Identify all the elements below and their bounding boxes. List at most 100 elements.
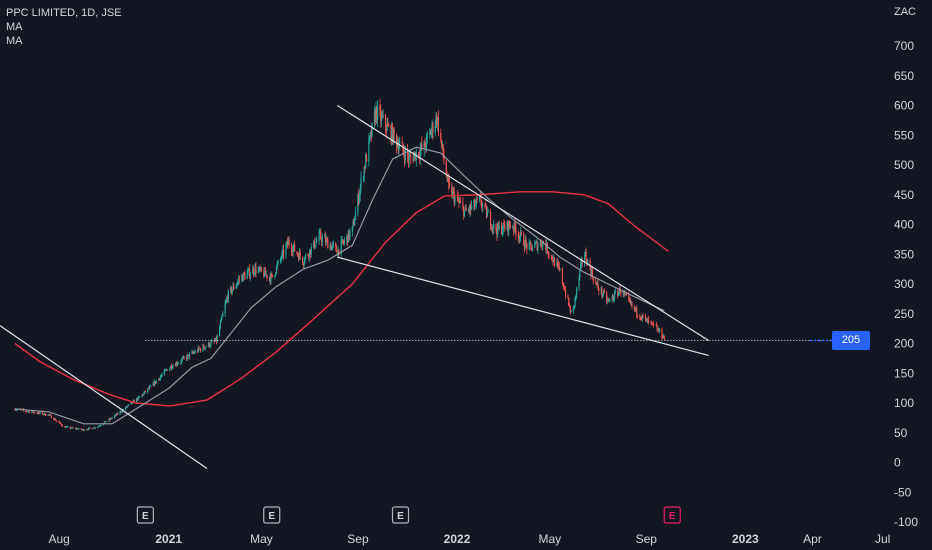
candle-body (631, 302, 633, 307)
candle-body (171, 367, 173, 369)
candle-body (451, 185, 453, 197)
candle-body (491, 226, 493, 229)
candle-body (501, 230, 504, 234)
candle-body (47, 414, 49, 416)
candle-body (27, 411, 29, 413)
candle-body (657, 329, 659, 331)
candle-body (352, 221, 354, 227)
candle-body (293, 244, 295, 248)
candle-body (465, 207, 467, 211)
ma-legend-2[interactable]: MA (6, 35, 23, 47)
candle-body (390, 125, 392, 141)
candle-body (629, 300, 631, 304)
candle-body (88, 427, 90, 429)
candle-body (158, 378, 161, 380)
candle-body (253, 273, 255, 275)
candle-body (286, 241, 288, 246)
candle-body (448, 183, 451, 186)
candle-body (463, 206, 465, 217)
candle-body (111, 417, 113, 419)
candle-body (398, 146, 400, 151)
candle-body (199, 348, 201, 350)
candle-body (374, 112, 376, 122)
candle-body (437, 117, 439, 124)
candle-body (155, 381, 157, 383)
candle-body (547, 252, 549, 254)
candle-body (83, 430, 86, 431)
candle-body (424, 141, 426, 147)
candle-body (205, 346, 207, 348)
candle-body (315, 241, 317, 247)
candle-body (597, 283, 599, 289)
candle-body (613, 292, 616, 300)
candle-body (613, 299, 615, 300)
candle-body (462, 202, 464, 207)
candle-body (248, 268, 250, 271)
candle-body (309, 249, 311, 258)
candle-body (166, 369, 169, 371)
candle-body (181, 358, 184, 360)
candle-body (662, 337, 664, 339)
candle-body (414, 152, 417, 161)
candle-body (237, 279, 240, 282)
candle-body (236, 283, 238, 286)
candle-body (302, 262, 304, 265)
candle-body (448, 177, 450, 184)
candle-body (413, 154, 415, 162)
candle-body (464, 207, 466, 211)
candle-body (403, 149, 405, 154)
candle-body (286, 241, 289, 245)
candle-body (625, 294, 628, 296)
candle-body (482, 204, 484, 207)
candle-body (337, 249, 339, 256)
candle-body (154, 381, 156, 386)
candle-body (235, 285, 237, 289)
candle-body (343, 242, 345, 244)
candle-body (393, 128, 395, 136)
candle-body (412, 157, 414, 162)
candle-body (255, 266, 257, 273)
candle-body (407, 156, 410, 161)
candle-body (456, 196, 458, 198)
candle-body (166, 369, 168, 371)
candle-body (492, 226, 494, 229)
candle-body (519, 231, 522, 237)
candle-body (545, 243, 547, 251)
candle-body (487, 211, 489, 213)
candle-body (310, 246, 312, 255)
candle-body (640, 318, 643, 320)
candle-body (45, 415, 47, 417)
candle-body (313, 240, 315, 247)
candle-body (142, 394, 144, 396)
symbol-title[interactable]: PPC LIMITED, 1D, JSE (6, 7, 122, 19)
candle-body (414, 152, 416, 155)
candle-body (340, 240, 342, 255)
candle-body (260, 267, 263, 271)
x-tick-label: Apr (803, 532, 822, 546)
candle-body (98, 425, 101, 427)
candle-body (94, 427, 97, 429)
candle-body (120, 411, 122, 413)
candle-body (459, 202, 462, 204)
candle-body (188, 353, 191, 358)
ma-legend-1[interactable]: MA (6, 21, 23, 33)
candle-body (161, 374, 163, 376)
candle-body (191, 351, 193, 354)
candle-body (342, 239, 344, 243)
candle-body (429, 131, 431, 135)
candle-body (216, 335, 218, 342)
candle-body (369, 131, 372, 137)
candle-body (298, 252, 300, 260)
candle-body (72, 427, 75, 429)
y-tick-label: 350 (894, 247, 914, 261)
candle-body (327, 239, 329, 249)
candle-body (580, 264, 582, 271)
y-tick-label: 300 (894, 277, 914, 291)
candle-body (280, 258, 282, 260)
candle-body (407, 149, 409, 157)
candle-body (445, 161, 447, 177)
candle-body (26, 411, 28, 413)
candle-body (104, 421, 106, 423)
candle-body (309, 249, 312, 255)
